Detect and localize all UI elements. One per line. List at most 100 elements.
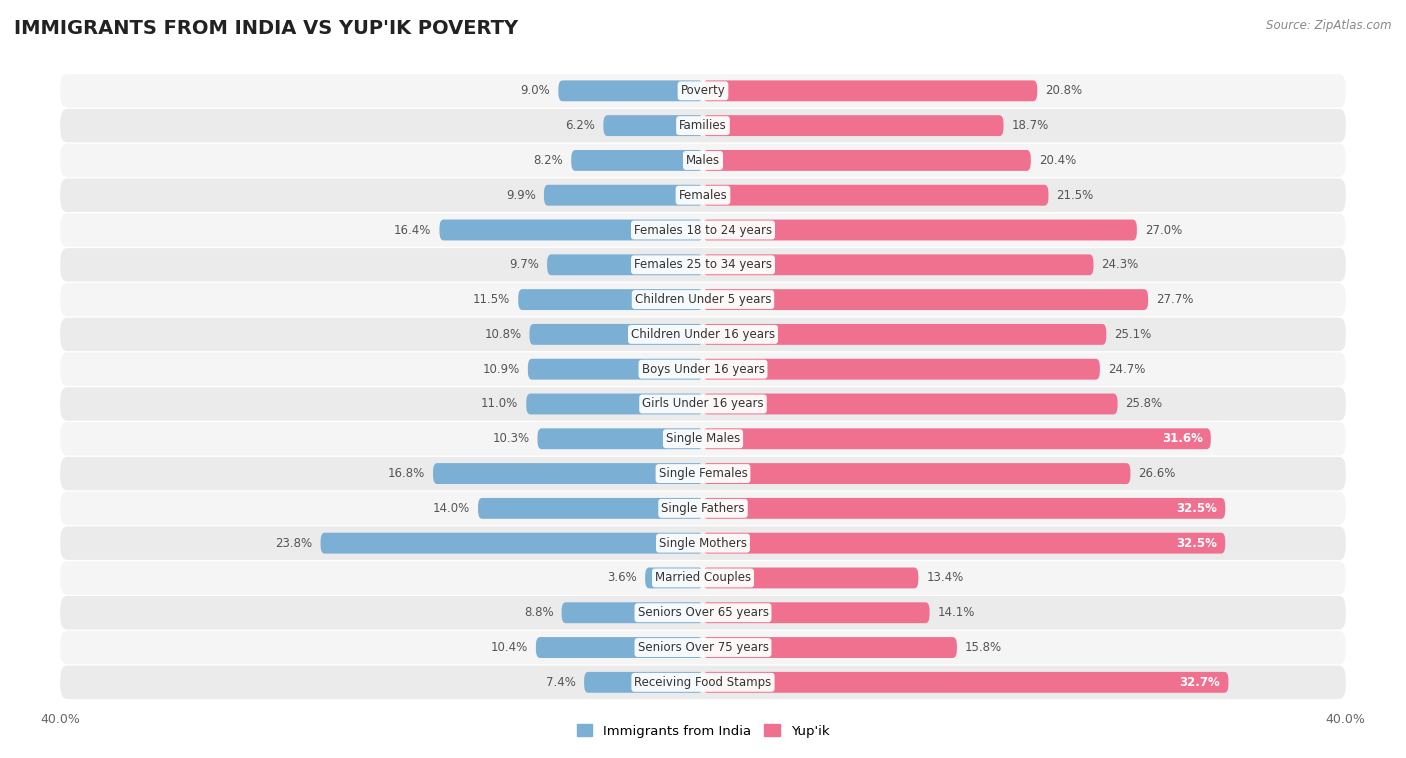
Text: 25.1%: 25.1% (1115, 328, 1152, 341)
FancyBboxPatch shape (703, 428, 1211, 449)
FancyBboxPatch shape (537, 428, 703, 449)
Text: 7.4%: 7.4% (546, 676, 576, 689)
FancyBboxPatch shape (703, 255, 1094, 275)
Text: 8.2%: 8.2% (533, 154, 564, 167)
FancyBboxPatch shape (703, 533, 1225, 553)
FancyBboxPatch shape (703, 324, 1107, 345)
Legend: Immigrants from India, Yup'ik: Immigrants from India, Yup'ik (571, 719, 835, 743)
FancyBboxPatch shape (60, 527, 1346, 560)
Text: 32.7%: 32.7% (1180, 676, 1220, 689)
Text: Females: Females (679, 189, 727, 202)
FancyBboxPatch shape (547, 255, 703, 275)
Text: 26.6%: 26.6% (1139, 467, 1175, 480)
FancyBboxPatch shape (583, 672, 703, 693)
Text: Single Mothers: Single Mothers (659, 537, 747, 550)
Text: 13.4%: 13.4% (927, 572, 963, 584)
FancyBboxPatch shape (561, 603, 703, 623)
FancyBboxPatch shape (558, 80, 703, 102)
FancyBboxPatch shape (536, 637, 703, 658)
FancyBboxPatch shape (60, 318, 1346, 351)
FancyBboxPatch shape (60, 492, 1346, 525)
FancyBboxPatch shape (703, 150, 1031, 171)
FancyBboxPatch shape (703, 115, 1004, 136)
Text: Boys Under 16 years: Boys Under 16 years (641, 362, 765, 376)
Text: 14.0%: 14.0% (433, 502, 470, 515)
FancyBboxPatch shape (60, 74, 1346, 108)
Text: 21.5%: 21.5% (1056, 189, 1094, 202)
Text: 25.8%: 25.8% (1126, 397, 1163, 411)
FancyBboxPatch shape (60, 213, 1346, 246)
Text: 24.3%: 24.3% (1101, 258, 1139, 271)
Text: 9.0%: 9.0% (520, 84, 550, 97)
Text: 6.2%: 6.2% (565, 119, 595, 132)
FancyBboxPatch shape (544, 185, 703, 205)
Text: Receiving Food Stamps: Receiving Food Stamps (634, 676, 772, 689)
Text: 18.7%: 18.7% (1011, 119, 1049, 132)
FancyBboxPatch shape (60, 666, 1346, 699)
Text: Single Males: Single Males (666, 432, 740, 445)
FancyBboxPatch shape (703, 289, 1149, 310)
Text: Seniors Over 75 years: Seniors Over 75 years (637, 641, 769, 654)
FancyBboxPatch shape (60, 144, 1346, 177)
Text: Seniors Over 65 years: Seniors Over 65 years (637, 606, 769, 619)
Text: Source: ZipAtlas.com: Source: ZipAtlas.com (1267, 19, 1392, 32)
FancyBboxPatch shape (703, 637, 957, 658)
Text: 32.5%: 32.5% (1177, 537, 1218, 550)
FancyBboxPatch shape (703, 185, 1049, 205)
Text: 9.7%: 9.7% (509, 258, 538, 271)
FancyBboxPatch shape (60, 109, 1346, 143)
Text: 24.7%: 24.7% (1108, 362, 1146, 376)
Text: 14.1%: 14.1% (938, 606, 974, 619)
Text: Single Females: Single Females (658, 467, 748, 480)
FancyBboxPatch shape (530, 324, 703, 345)
FancyBboxPatch shape (703, 568, 918, 588)
Text: 15.8%: 15.8% (965, 641, 1002, 654)
FancyBboxPatch shape (703, 359, 1099, 380)
FancyBboxPatch shape (60, 283, 1346, 316)
FancyBboxPatch shape (571, 150, 703, 171)
FancyBboxPatch shape (526, 393, 703, 415)
Text: 10.3%: 10.3% (492, 432, 530, 445)
FancyBboxPatch shape (60, 561, 1346, 594)
FancyBboxPatch shape (60, 631, 1346, 664)
Text: 27.0%: 27.0% (1144, 224, 1182, 236)
FancyBboxPatch shape (703, 393, 1118, 415)
Text: 23.8%: 23.8% (276, 537, 312, 550)
FancyBboxPatch shape (433, 463, 703, 484)
Text: Families: Families (679, 119, 727, 132)
Text: IMMIGRANTS FROM INDIA VS YUP'IK POVERTY: IMMIGRANTS FROM INDIA VS YUP'IK POVERTY (14, 19, 519, 38)
Text: 10.9%: 10.9% (482, 362, 520, 376)
Text: 8.8%: 8.8% (524, 606, 554, 619)
FancyBboxPatch shape (60, 352, 1346, 386)
FancyBboxPatch shape (60, 387, 1346, 421)
FancyBboxPatch shape (645, 568, 703, 588)
Text: 27.7%: 27.7% (1156, 293, 1194, 306)
Text: 3.6%: 3.6% (607, 572, 637, 584)
Text: 16.8%: 16.8% (388, 467, 425, 480)
FancyBboxPatch shape (703, 220, 1137, 240)
Text: Children Under 5 years: Children Under 5 years (634, 293, 772, 306)
FancyBboxPatch shape (440, 220, 703, 240)
FancyBboxPatch shape (603, 115, 703, 136)
Text: 9.9%: 9.9% (506, 189, 536, 202)
FancyBboxPatch shape (478, 498, 703, 518)
Text: Females 18 to 24 years: Females 18 to 24 years (634, 224, 772, 236)
FancyBboxPatch shape (60, 422, 1346, 456)
FancyBboxPatch shape (60, 179, 1346, 212)
FancyBboxPatch shape (703, 603, 929, 623)
Text: Girls Under 16 years: Girls Under 16 years (643, 397, 763, 411)
Text: 11.5%: 11.5% (472, 293, 510, 306)
Text: 20.8%: 20.8% (1045, 84, 1083, 97)
Text: 31.6%: 31.6% (1161, 432, 1202, 445)
Text: 10.8%: 10.8% (484, 328, 522, 341)
FancyBboxPatch shape (703, 498, 1225, 518)
Text: 32.5%: 32.5% (1177, 502, 1218, 515)
Text: 20.4%: 20.4% (1039, 154, 1076, 167)
Text: 16.4%: 16.4% (394, 224, 432, 236)
FancyBboxPatch shape (60, 248, 1346, 281)
FancyBboxPatch shape (703, 672, 1229, 693)
FancyBboxPatch shape (519, 289, 703, 310)
FancyBboxPatch shape (703, 80, 1038, 102)
Text: Poverty: Poverty (681, 84, 725, 97)
Text: 11.0%: 11.0% (481, 397, 519, 411)
